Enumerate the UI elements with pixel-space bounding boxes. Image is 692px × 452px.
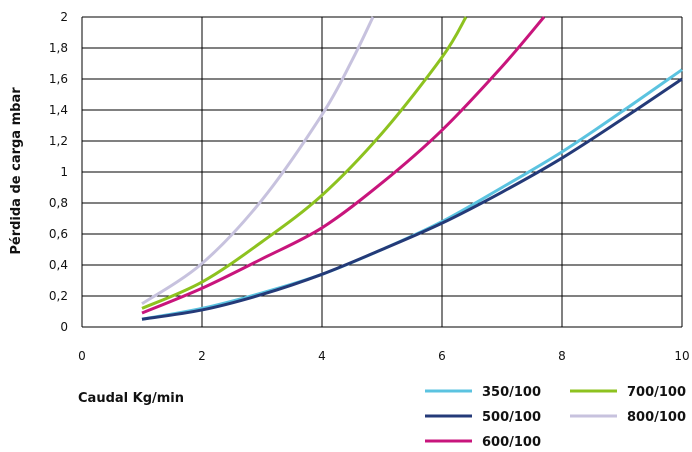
series-line-350-100 — [141, 68, 683, 321]
series-line-600-100 — [141, 16, 546, 315]
series-line-500-100 — [141, 77, 683, 321]
y-tick-label: 1,2 — [49, 134, 68, 148]
x-tick-label: 4 — [318, 349, 326, 363]
x-tick-label: 10 — [674, 349, 689, 363]
legend-label: 350/100 — [482, 385, 541, 400]
y-tick-label: 1 — [60, 165, 68, 179]
y-tick-label: 0 — [60, 320, 68, 334]
series-line-800-100 — [141, 16, 375, 305]
y-tick-label: 0,2 — [49, 289, 68, 303]
x-tick-label: 2 — [198, 349, 206, 363]
x-tick-label: 0 — [78, 349, 86, 363]
legend-label: 600/100 — [482, 435, 541, 450]
legend-label: 800/100 — [627, 410, 686, 425]
y-tick-label: 0,4 — [49, 258, 68, 272]
series-layer — [141, 16, 683, 321]
legend-label: 700/100 — [627, 385, 686, 400]
y-tick-label: 1,6 — [49, 72, 68, 86]
y-tick-label: 1,4 — [49, 103, 68, 117]
y-tick-label: 0,6 — [49, 227, 68, 241]
y-tick-label: 0,8 — [49, 196, 68, 210]
legend: 350/100 500/100 600/100 700/100 800/100 — [425, 385, 686, 450]
x-axis-title: Caudal Kg/min — [78, 391, 184, 406]
ticks: 0 0,2 0,4 0,6 0,8 1 1,2 1,4 1,6 1,8 2 0 2 4 6 8 10 — [49, 10, 690, 363]
legend-label: 500/100 — [482, 410, 541, 425]
y-tick-label: 1,8 — [49, 41, 68, 55]
grid — [81, 16, 683, 328]
x-tick-label: 6 — [438, 349, 446, 363]
y-tick-label: 2 — [60, 10, 68, 24]
series-line-700-100 — [141, 16, 468, 310]
y-axis-title: Pérdida de carga mbar — [9, 87, 24, 255]
x-tick-label: 8 — [558, 349, 566, 363]
